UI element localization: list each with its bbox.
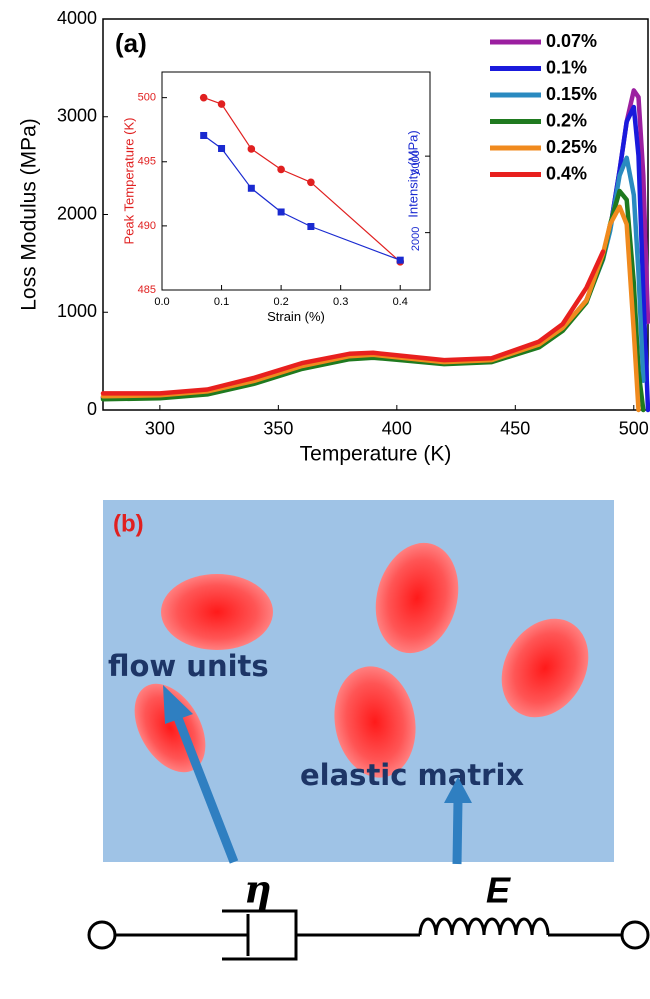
marker: [397, 257, 404, 264]
y-tick-label: 4000: [57, 8, 97, 28]
e-label: E: [486, 870, 511, 911]
flow-units-label: flow units: [108, 649, 269, 683]
y-tick-label: 500: [138, 92, 156, 104]
marker: [307, 223, 314, 230]
figure: (b) flow units elastic matrix η E 300 350…: [0, 0, 650, 999]
x-tick-label: 0.0: [154, 296, 169, 308]
rheology-model: [89, 911, 648, 959]
legend-label: 0.1%: [546, 57, 587, 77]
marker: [200, 132, 207, 139]
x-tick-label: 350: [263, 419, 293, 439]
x-axis-label: Temperature (K): [300, 443, 452, 466]
x-tick-label: 500: [619, 419, 649, 439]
y-tick-label: 490: [138, 220, 156, 232]
legend-label: 0.15%: [546, 84, 597, 104]
marker: [218, 145, 225, 152]
legend-label: 0.2%: [546, 110, 587, 130]
flow-unit: [161, 574, 273, 650]
inset-background: [162, 72, 430, 290]
y-tick-label: 1000: [57, 301, 97, 321]
x-tick-label: 0.2: [273, 296, 288, 308]
arrow: [457, 800, 458, 864]
elastic-matrix-label: elastic matrix: [300, 758, 524, 792]
y-tick-label: 0: [87, 399, 97, 419]
y-axis-label: Loss Modulus (MPa): [18, 118, 41, 311]
y-tick-label: 2000: [57, 203, 97, 223]
marker: [248, 185, 255, 192]
y-tick-label: 495: [138, 156, 156, 168]
terminal: [89, 922, 115, 948]
x-tick-label: 450: [500, 419, 530, 439]
eta-label: η: [244, 867, 272, 912]
y-tick-label: 3000: [57, 106, 97, 126]
panel-label: (a): [115, 28, 147, 58]
x-tick-label: 300: [145, 419, 175, 439]
marker: [248, 145, 256, 153]
y2-tick-label: 2000: [410, 227, 422, 251]
marker: [218, 100, 226, 108]
x-tick-label: 0.4: [393, 296, 408, 308]
marker: [307, 178, 315, 186]
panel-label: (b): [113, 510, 144, 537]
marker: [200, 94, 208, 102]
legend-label: 0.25%: [546, 137, 597, 157]
y-axis-label: Peak Temperature (K): [121, 118, 136, 245]
legend-label: 0.4%: [546, 163, 587, 183]
x-tick-label: 0.1: [214, 296, 229, 308]
x-axis-label: Strain (%): [267, 309, 325, 324]
marker: [278, 208, 285, 215]
spring: [420, 919, 548, 935]
y2-axis-label: Intensity (MPa): [405, 130, 420, 217]
y-tick-label: 485: [138, 284, 156, 296]
terminal: [622, 922, 648, 948]
x-tick-label: 400: [382, 419, 412, 439]
x-tick-label: 0.3: [333, 296, 348, 308]
marker: [277, 166, 285, 174]
legend-label: 0.07%: [546, 31, 597, 51]
